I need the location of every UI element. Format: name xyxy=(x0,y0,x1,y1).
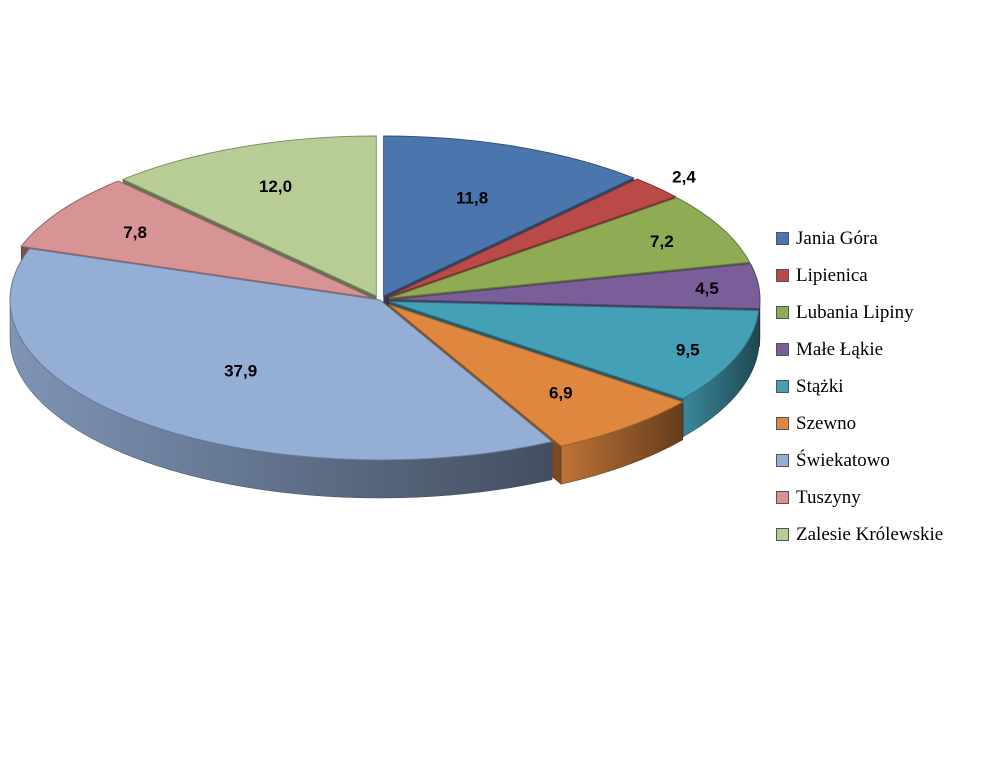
legend-swatch xyxy=(776,343,789,356)
data-label-6: 37,9 xyxy=(224,362,257,381)
pie-slice-8 xyxy=(121,135,377,297)
pie-slices xyxy=(9,135,761,461)
data-label-0: 11,8 xyxy=(456,189,488,208)
legend-swatch xyxy=(776,454,789,467)
pie-slice-2 xyxy=(388,197,751,299)
legend-item: Świekatowo xyxy=(776,442,976,479)
data-label-4: 9,5 xyxy=(676,340,700,359)
legend-swatch xyxy=(776,306,789,319)
legend-item: Stążki xyxy=(776,368,976,405)
data-label-3: 4,5 xyxy=(695,279,719,298)
legend-item: Lipienica xyxy=(776,257,976,294)
legend-item: Małe Łąkie xyxy=(776,331,976,368)
legend-item: Jania Góra xyxy=(776,220,976,257)
data-label-1: 2,4 xyxy=(672,168,696,187)
legend-label: Świekatowo xyxy=(796,449,890,471)
data-label-2: 7,2 xyxy=(650,232,674,251)
legend-swatch xyxy=(776,232,789,245)
pie-slice-7 xyxy=(20,180,372,299)
data-labels: 11,8 2,4 7,2 4,5 9,5 6,9 37,9 7,8 12,0 xyxy=(123,168,719,403)
data-label-5: 6,9 xyxy=(549,384,573,403)
legend-item: Tuszyny xyxy=(776,479,976,516)
pie-slice-4 xyxy=(389,301,760,400)
pie-slice-6 xyxy=(9,248,554,461)
legend-swatch xyxy=(776,491,789,504)
legend-label: Szewno xyxy=(796,412,857,434)
data-label-7: 7,8 xyxy=(123,223,147,242)
legend-swatch xyxy=(776,269,789,282)
legend-swatch xyxy=(776,528,789,541)
legend-swatch xyxy=(776,417,789,430)
legend-swatch xyxy=(776,380,789,393)
legend-label: Jania Góra xyxy=(796,227,878,249)
legend-label: Tuszyny xyxy=(796,486,861,508)
legend-label: Lipienica xyxy=(796,264,868,286)
pie-slice-3 xyxy=(389,263,761,310)
legend-item: Szewno xyxy=(776,405,976,442)
data-label-8: 12,0 xyxy=(259,177,292,196)
legend-item: Zalesie Królewskie xyxy=(776,516,976,553)
pie-slice-0 xyxy=(383,135,635,297)
legend-label: Zalesie Królewskie xyxy=(796,523,944,545)
pie-slice-1 xyxy=(387,178,677,298)
pie-slice-5 xyxy=(388,304,685,447)
legend-label: Małe Łąkie xyxy=(796,338,884,360)
legend-label: Lubania Lipiny xyxy=(796,301,914,323)
legend: Jania Góra Lipienica Lubania Lipiny Małe Łą… xyxy=(776,220,976,553)
legend-label: Stążki xyxy=(796,375,844,397)
legend-item: Lubania Lipiny xyxy=(776,294,976,331)
